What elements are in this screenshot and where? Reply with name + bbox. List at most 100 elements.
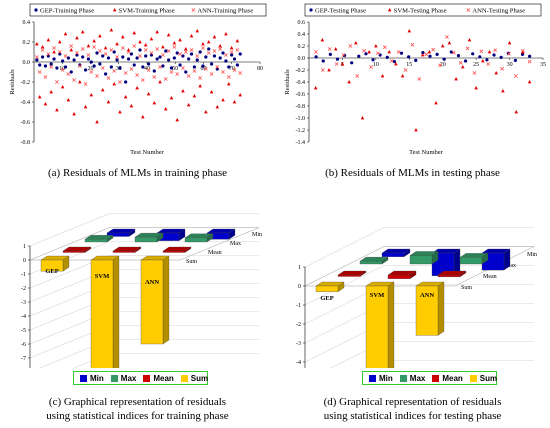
data-point-gep bbox=[124, 80, 128, 84]
x-tick-label: 15 bbox=[406, 62, 412, 68]
y-tick-label: 0.2 bbox=[298, 44, 306, 50]
bar-min-gep bbox=[106, 228, 136, 237]
data-point-ann bbox=[403, 68, 408, 72]
bar-min-svm bbox=[156, 228, 186, 241]
data-point-ann bbox=[175, 72, 180, 76]
data-point-ann bbox=[438, 63, 442, 68]
data-point-svm bbox=[521, 50, 525, 54]
x-tick-label: 35 bbox=[540, 62, 546, 68]
y-tick-label: -3 bbox=[21, 300, 26, 306]
data-point-svm bbox=[360, 116, 365, 120]
data-point-svm bbox=[218, 44, 222, 48]
data-point-ann bbox=[46, 52, 51, 56]
bar-max-svm bbox=[409, 251, 439, 265]
training-statistics-legend: Min Max Mean Sum bbox=[73, 371, 208, 385]
data-point-svm bbox=[161, 45, 165, 49]
data-point-gep bbox=[95, 51, 99, 55]
y-tick-label: -0.4 bbox=[21, 100, 31, 106]
data-point-ann bbox=[314, 50, 318, 54]
data-point-ann bbox=[75, 51, 79, 55]
data-point-svm bbox=[204, 110, 208, 114]
data-point-svm bbox=[238, 93, 243, 97]
side-gridline bbox=[304, 246, 385, 287]
data-point-svm bbox=[95, 120, 99, 124]
y-axis-title: Residuals bbox=[284, 69, 291, 95]
data-point-svm bbox=[327, 68, 331, 72]
data-point-svm bbox=[89, 93, 94, 97]
y-tick-label: -2 bbox=[296, 322, 301, 328]
side-gridline bbox=[304, 265, 385, 306]
data-point-ann bbox=[206, 51, 211, 55]
data-point-ann bbox=[201, 46, 205, 50]
data-point-svm bbox=[52, 50, 56, 54]
bar-mean-svm bbox=[387, 270, 417, 280]
caption-c-line2: using statistical indices for training p… bbox=[46, 410, 229, 422]
data-point-ann bbox=[80, 47, 85, 51]
data-point-gep bbox=[118, 66, 122, 70]
data-point-gep bbox=[428, 54, 432, 58]
data-point-svm bbox=[514, 110, 519, 114]
data-point-ann bbox=[166, 49, 171, 53]
bar-series-mean bbox=[337, 270, 467, 280]
data-point-ann bbox=[221, 70, 225, 74]
data-point-gep bbox=[238, 52, 242, 56]
depth-label-max: Max bbox=[505, 263, 516, 269]
data-point-svm bbox=[75, 36, 79, 40]
y-tick-label: -5 bbox=[21, 328, 26, 334]
data-point-svm bbox=[143, 43, 148, 47]
data-point-ann bbox=[334, 62, 339, 66]
data-point-gep bbox=[407, 55, 411, 59]
data-point-svm bbox=[447, 41, 452, 45]
data-point-svm bbox=[367, 50, 371, 54]
data-point-svm bbox=[181, 89, 185, 93]
y-tick-label: 0.0 bbox=[23, 60, 31, 66]
x-tick-label: 20 bbox=[440, 62, 446, 68]
data-point-gep bbox=[209, 62, 214, 66]
y-tick-label: -3 bbox=[296, 341, 301, 347]
data-point-svm bbox=[158, 80, 162, 84]
data-point-gep bbox=[201, 64, 205, 68]
data-point-ann bbox=[451, 50, 456, 55]
data-point-gep bbox=[456, 54, 461, 58]
data-point-gep bbox=[126, 57, 131, 61]
data-point-ann bbox=[417, 77, 422, 81]
data-point-ann bbox=[89, 70, 94, 74]
data-point-svm bbox=[169, 96, 174, 100]
x-tick-label: 60 bbox=[201, 66, 207, 72]
data-point-gep bbox=[172, 56, 176, 60]
data-point-gep bbox=[69, 70, 73, 74]
data-point-gep bbox=[155, 57, 159, 61]
bar-mean-ann bbox=[162, 246, 192, 253]
data-point-ann bbox=[341, 53, 346, 57]
data-point-gep bbox=[141, 65, 145, 69]
data-point-gep bbox=[195, 58, 199, 62]
data-point-svm bbox=[333, 47, 338, 51]
data-point-ann bbox=[226, 75, 231, 79]
data-point-ann bbox=[396, 50, 401, 54]
data-point-ann bbox=[169, 70, 174, 74]
data-point-ann bbox=[69, 44, 74, 48]
data-point-gep bbox=[146, 62, 151, 66]
data-point-svm bbox=[83, 105, 88, 109]
data-point-svm bbox=[198, 84, 202, 88]
x-tick-label: 25 bbox=[473, 62, 479, 68]
data-point-ann bbox=[97, 49, 102, 53]
data-point-svm bbox=[467, 38, 472, 42]
data-point-gep bbox=[104, 72, 108, 76]
data-point-ann bbox=[103, 52, 108, 56]
data-point-ann bbox=[86, 53, 91, 57]
legend-item-sum: Sum bbox=[180, 374, 208, 383]
data-point-gep bbox=[513, 58, 517, 63]
bar-series-min bbox=[106, 228, 236, 241]
data-point-gep bbox=[198, 50, 202, 54]
caption-a: (a) Residuals of MLMs in training phase bbox=[47, 167, 228, 179]
y-tick-label: -1.4 bbox=[296, 140, 306, 146]
data-point-svm bbox=[135, 86, 139, 90]
data-point-ann bbox=[138, 54, 142, 58]
data-point-ann bbox=[178, 52, 182, 56]
data-point-gep bbox=[227, 65, 231, 69]
data-point-gep bbox=[61, 59, 65, 63]
data-point-gep bbox=[52, 57, 56, 61]
side-gridline bbox=[29, 227, 110, 261]
data-point-gep bbox=[161, 64, 165, 68]
